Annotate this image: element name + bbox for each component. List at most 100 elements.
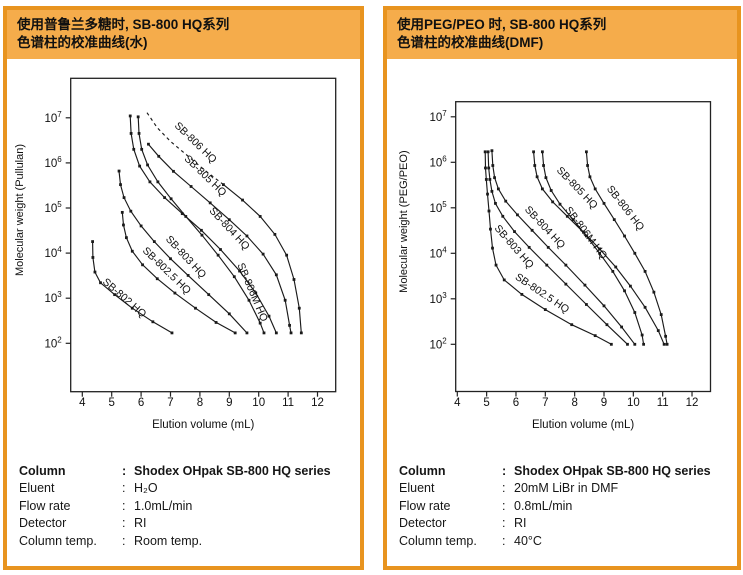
data-point-marker (533, 163, 537, 167)
plot-frame (455, 100, 712, 392)
data-point-marker (232, 274, 236, 278)
data-point-marker (139, 224, 143, 227)
data-point-marker (200, 233, 204, 237)
condition-colon: : (122, 463, 127, 478)
data-point-marker (173, 291, 177, 295)
data-point-marker (155, 276, 159, 280)
x-tick-label: 5 (483, 397, 489, 409)
data-point-marker (544, 175, 548, 179)
data-point-marker (565, 214, 569, 218)
x-tick-label: 5 (108, 397, 114, 409)
data-point-marker (530, 228, 534, 232)
data-point-marker (122, 195, 126, 199)
condition-value: 0.8mL/min (514, 498, 573, 513)
condition-value: Shodex OHpak SB-800 HQ series (514, 463, 711, 478)
data-point-marker (551, 200, 555, 203)
data-point-marker (502, 278, 506, 281)
data-point-marker (93, 270, 97, 274)
condition-label: Column (19, 463, 66, 478)
y-tick-label: 105 (44, 200, 62, 215)
data-point-marker (113, 292, 117, 296)
condition-value: 1.0mL/min (134, 498, 193, 513)
x-tick-label: 7 (542, 397, 548, 409)
x-tick-label: 8 (571, 397, 577, 409)
data-point-marker (643, 305, 647, 309)
y-tick-label: 106 (429, 154, 447, 169)
data-point-marker (141, 263, 144, 266)
condition-row-flow-rate: Flow rate:1.0mL/min (19, 498, 360, 516)
data-point-marker (152, 239, 156, 243)
data-point-marker (583, 283, 587, 287)
data-point-marker (299, 331, 303, 334)
x-tick-label: 6 (513, 397, 519, 409)
condition-row-detector: Detector: RI (19, 515, 360, 533)
panel-header-water: 使用普鲁兰多糖时, SB-800 HQ系列 色谱柱的校准曲线(水) (7, 10, 360, 59)
condition-colon: : (122, 533, 126, 548)
data-point-marker (99, 280, 102, 284)
plot-frame (70, 77, 337, 392)
data-point-marker (233, 331, 237, 334)
data-point-marker (151, 320, 155, 323)
panel-water-calibration: 使用普鲁兰多糖时, SB-800 HQ系列 色谱柱的校准曲线(水) 102 103… (3, 6, 364, 570)
data-point-marker (254, 291, 258, 295)
x-tick-label: 4 (454, 397, 461, 409)
data-point-marker (180, 211, 184, 215)
y-tick-label: 103 (44, 290, 62, 305)
data-point-marker (489, 227, 492, 231)
data-point-marker (285, 253, 289, 257)
data-point-marker (91, 239, 94, 243)
condition-value: Room temp. (134, 533, 203, 548)
data-point-marker (261, 252, 265, 256)
condition-colon: : (502, 481, 506, 496)
curve-label-sb-802-hq: SB-802 HQ (100, 276, 148, 320)
panel-header-line1: 使用普鲁兰多糖时, SB-800 HQ系列 (17, 17, 230, 32)
calibration-chart-water: 102 103 104 105 106 107 4 5 6 7 8 9 10 11 12 Elution vo… (14, 77, 337, 431)
data-point-marker (129, 209, 133, 213)
data-point-marker (532, 150, 535, 153)
x-tick-label: 12 (311, 397, 324, 409)
data-point-marker (170, 331, 174, 334)
data-point-marker (91, 255, 95, 259)
y-tick-label: 107 (429, 108, 447, 123)
data-point-marker (598, 251, 601, 255)
data-point-marker (484, 166, 487, 170)
x-tick-label: 10 (252, 397, 265, 409)
data-point-marker (288, 323, 291, 327)
data-point-marker (527, 245, 531, 249)
condition-label: Detector (19, 516, 67, 531)
data-point-marker (227, 217, 231, 221)
data-point-marker (491, 163, 495, 167)
data-point-marker (120, 210, 124, 214)
data-point-marker (504, 199, 508, 203)
data-point-marker (208, 201, 212, 204)
data-point-marker (219, 247, 222, 251)
data-point-marker (490, 189, 494, 193)
data-point-marker (652, 290, 656, 294)
data-point-marker (130, 306, 134, 310)
data-point-marker (136, 115, 140, 118)
x-tick-label: 8 (197, 397, 203, 409)
data-point-marker (186, 273, 190, 277)
data-point-marker (216, 253, 220, 257)
data-point-marker (130, 249, 134, 253)
data-point-marker (659, 312, 663, 316)
condition-colon: : (122, 498, 126, 513)
condition-label: Column (399, 463, 446, 478)
data-point-marker (297, 306, 301, 310)
conditions-water: Column: Shodex OHpak SB-800 HQ series Elu… (19, 463, 360, 551)
data-point-marker (496, 187, 500, 190)
data-point-marker (520, 292, 524, 296)
condition-value: RI (514, 516, 527, 531)
data-point-marker (633, 310, 637, 314)
data-point-marker (484, 177, 488, 181)
data-point-marker (172, 169, 175, 173)
data-point-marker (501, 214, 505, 218)
condition-value: Shodex OHpak SB-800 HQ series (134, 463, 331, 478)
data-point-marker (238, 269, 241, 273)
data-point-marker (184, 214, 188, 218)
y-tick-label: 104 (44, 245, 62, 260)
curve-label-sb-804-hq: SB-804 HQ (207, 205, 252, 252)
data-point-marker (289, 331, 293, 334)
data-point-marker (598, 247, 601, 250)
data-point-marker (132, 147, 136, 151)
